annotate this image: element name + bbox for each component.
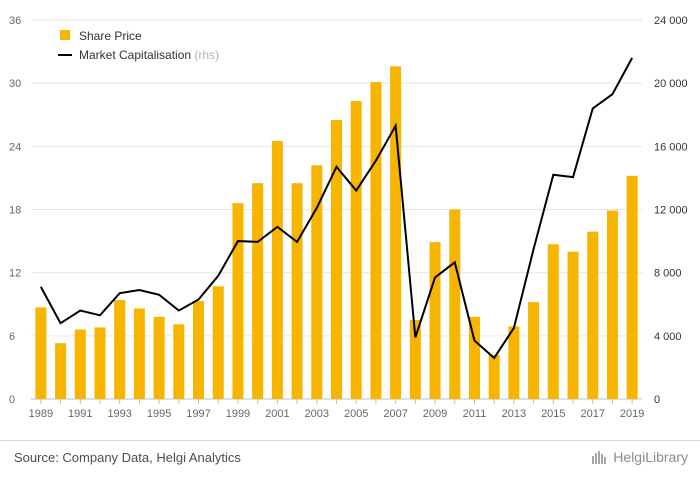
bar-share-price (94, 327, 106, 399)
left-axis-tick-label: 18 (9, 205, 21, 217)
legend-swatch-share-price (60, 30, 70, 40)
bars-layer (35, 66, 638, 400)
bar-share-price (449, 209, 461, 399)
x-tick-label: 2003 (305, 408, 329, 420)
bar-share-price (133, 308, 145, 399)
bar-share-price (390, 66, 402, 400)
x-tick-label: 1991 (68, 408, 92, 420)
legend-label-market-cap: Market Capitalisation (rhs) (79, 48, 219, 62)
line-layer (39, 57, 634, 360)
bar-share-price (626, 175, 638, 399)
source-text: Source: Company Data, Helgi Analytics (14, 450, 241, 465)
combo-chart: 0 6 12 18 24 30 36 0 4 000 8 000 12 000 16 000 20 00… (9, 15, 688, 420)
bar-share-price (173, 324, 185, 399)
bar-share-price (252, 183, 264, 399)
x-tick-label: 1995 (147, 408, 171, 420)
bar-share-price (271, 141, 283, 399)
right-axis-tick-label: 8 000 (654, 268, 682, 280)
axes-layer: 0 6 12 18 24 30 36 0 4 000 8 000 12 000 16 000 20 00… (9, 15, 688, 420)
x-tick-label: 2011 (463, 408, 487, 420)
bar-share-price (488, 354, 500, 399)
x-tick-label: 2015 (541, 408, 565, 420)
bar-share-price (232, 203, 244, 399)
bar-share-price (409, 320, 421, 399)
bar-share-price (291, 183, 303, 399)
bar-share-price (311, 165, 323, 399)
footer-divider (0, 440, 700, 441)
bar-share-price (429, 242, 441, 399)
x-tick-label: 1993 (107, 408, 131, 420)
x-tick-label: 2007 (383, 408, 407, 420)
x-tick-label: 1997 (186, 408, 210, 420)
bar-share-price (547, 244, 559, 399)
bar-share-price (468, 316, 480, 399)
bar-share-price (606, 210, 618, 399)
right-axis-tick-label: 24 000 (654, 15, 688, 27)
bar-share-price (193, 301, 205, 399)
x-tick-label: 1999 (226, 408, 250, 420)
x-tick-label: 2009 (423, 408, 447, 420)
left-axis-tick-label: 36 (9, 15, 21, 27)
legend-label-share-price: Share Price (79, 29, 142, 43)
x-tick-label: 2017 (580, 408, 604, 420)
x-tick-label: 2013 (502, 408, 526, 420)
line-market-capitalisation (39, 57, 634, 360)
bar-share-price (370, 82, 382, 399)
bar-share-price (567, 251, 579, 399)
left-axis-tick-label: 24 (9, 141, 21, 153)
right-axis-tick-label: 12 000 (654, 205, 688, 217)
bar-share-price (35, 307, 47, 399)
bar-share-price (508, 326, 520, 399)
left-axis-tick-label: 0 (9, 394, 15, 406)
bar-share-price (114, 300, 126, 399)
brand-icon (592, 451, 607, 464)
bar-share-price (153, 316, 165, 399)
right-axis-tick-label: 0 (654, 394, 660, 406)
left-axis-tick-label: 30 (9, 78, 21, 90)
x-tick-label: 2001 (265, 408, 289, 420)
right-axis-tick-label: 4 000 (654, 331, 682, 343)
bar-share-price (528, 302, 540, 399)
right-axis-tick-label: 20 000 (654, 78, 688, 90)
bar-share-price (55, 343, 67, 399)
bar-share-price (331, 120, 342, 399)
x-tick-label: 2019 (620, 408, 644, 420)
left-axis-tick-label: 12 (9, 268, 21, 280)
bar-share-price (212, 286, 224, 399)
legend-rhs-note: (rhs) (194, 48, 219, 62)
legend: Share Price Market Capitalisation (rhs) (58, 29, 219, 62)
brand-text: HelgiLibrary (613, 449, 688, 465)
bar-share-price (587, 231, 599, 399)
brand-logo: HelgiLibrary (591, 449, 688, 465)
bar-share-price (74, 329, 86, 399)
right-axis-tick-label: 16 000 (654, 141, 688, 153)
left-axis-tick-label: 6 (9, 331, 15, 343)
x-tick-label: 1989 (29, 408, 53, 420)
bar-share-price (350, 101, 362, 399)
x-tick-label: 2005 (344, 408, 368, 420)
